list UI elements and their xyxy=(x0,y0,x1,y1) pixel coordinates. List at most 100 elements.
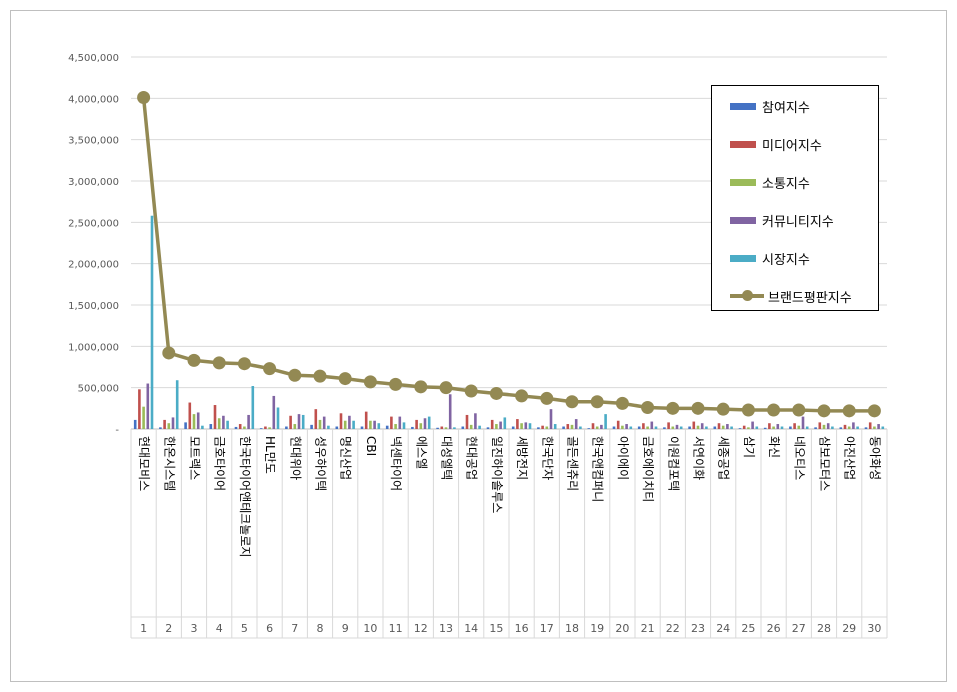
bar xyxy=(184,422,187,429)
category-label: 명신산업 xyxy=(339,436,353,480)
line-point xyxy=(691,401,705,415)
bar xyxy=(385,425,389,429)
bar xyxy=(667,422,670,429)
bar xyxy=(600,424,603,429)
bar xyxy=(591,423,595,429)
bar xyxy=(146,383,150,429)
bar xyxy=(360,426,364,429)
bar xyxy=(604,414,607,429)
bar xyxy=(285,426,288,429)
bar xyxy=(138,389,141,429)
line-point xyxy=(237,357,251,371)
legend: 참여지수 미디어지수 소통지수 커뮤니티지수 시장지수 브랜드평판지수 xyxy=(711,85,879,311)
bar xyxy=(873,426,876,429)
rank-label: 17 xyxy=(540,622,554,635)
rank-label: 20 xyxy=(615,622,629,635)
bar xyxy=(503,417,507,429)
bar xyxy=(251,386,255,429)
rank-label: 14 xyxy=(464,622,478,635)
line-point xyxy=(288,368,302,382)
bar xyxy=(352,420,355,429)
category-label: 현대위아 xyxy=(288,436,302,480)
legend-label: 브랜드평판지수 xyxy=(768,290,852,306)
bar xyxy=(377,423,381,429)
line-point xyxy=(792,403,806,417)
bar xyxy=(545,426,549,429)
bar xyxy=(373,420,376,429)
line-point xyxy=(641,401,655,415)
rank-label: 23 xyxy=(691,622,705,635)
bar xyxy=(654,426,658,429)
bar xyxy=(797,425,801,429)
line-point xyxy=(439,381,453,395)
rank-label: 28 xyxy=(817,622,831,635)
line-point xyxy=(767,403,781,417)
legend-item: 미디어지수 xyxy=(730,134,822,154)
rank-label: 26 xyxy=(767,622,781,635)
bar xyxy=(419,423,423,429)
bar xyxy=(700,423,704,429)
rank-label: 7 xyxy=(291,622,298,635)
bar xyxy=(314,409,318,429)
bar xyxy=(226,420,229,429)
bar xyxy=(856,426,859,429)
rank-label: 6 xyxy=(266,622,273,635)
bar xyxy=(822,424,826,429)
bar xyxy=(574,419,578,429)
bar xyxy=(192,414,196,429)
brand-reputation-chart: - 500,000 1,000,000 1,500,000 2,000,000 2,500… xyxy=(68,53,888,639)
bar xyxy=(264,426,267,429)
line-point xyxy=(313,369,327,383)
bar xyxy=(541,425,544,429)
bar xyxy=(520,423,523,429)
bar xyxy=(805,426,809,429)
bar xyxy=(751,421,754,429)
bar xyxy=(553,424,557,429)
legend-label: 커뮤니티지수 xyxy=(762,214,834,230)
rank-label: 18 xyxy=(565,622,579,635)
bar xyxy=(453,427,456,429)
bar xyxy=(150,215,154,429)
legend-swatch xyxy=(730,254,756,262)
category-label: 넥센타이어 xyxy=(389,436,403,491)
bar xyxy=(625,424,628,429)
bar xyxy=(747,427,750,429)
bar xyxy=(272,395,276,429)
legend-label: 소통지수 xyxy=(762,176,810,192)
legend-swatch xyxy=(730,216,756,224)
bar xyxy=(293,424,297,429)
bar xyxy=(818,422,822,429)
bar xyxy=(839,427,843,429)
bar xyxy=(364,411,368,429)
bar xyxy=(276,407,280,429)
y-tick-label: 1,500,000 xyxy=(68,301,119,312)
bar xyxy=(738,428,742,429)
gridlines xyxy=(131,56,887,430)
bar xyxy=(238,424,242,429)
bar xyxy=(831,426,834,429)
bar xyxy=(768,423,771,429)
bar xyxy=(167,423,171,429)
category-label: 현대모비스 xyxy=(137,436,151,491)
bar xyxy=(566,424,570,429)
bar xyxy=(259,428,263,429)
bar xyxy=(595,426,599,429)
bar xyxy=(423,418,427,429)
bar xyxy=(222,415,225,429)
bar xyxy=(717,423,721,429)
bar xyxy=(142,406,145,429)
bar xyxy=(490,419,494,429)
bar xyxy=(537,427,540,429)
rank-label: 12 xyxy=(414,622,428,635)
legend-item: 커뮤니티지수 xyxy=(730,210,834,230)
bar xyxy=(793,423,796,429)
bar xyxy=(679,426,683,429)
bar xyxy=(495,424,498,429)
bar xyxy=(268,427,271,429)
category-label: 세방전지 xyxy=(515,436,529,480)
bar xyxy=(646,426,649,429)
bar xyxy=(188,402,192,429)
y-tick-label: 2,000,000 xyxy=(68,260,119,271)
rank-label: 11 xyxy=(389,622,403,635)
bar xyxy=(663,427,666,429)
